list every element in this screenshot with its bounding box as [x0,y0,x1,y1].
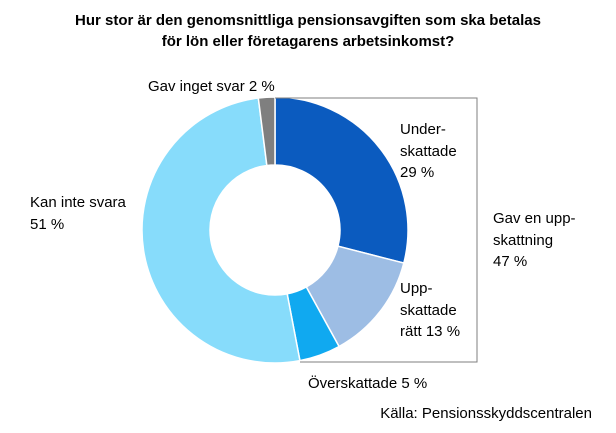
label-underskattade-line-2: skattade [400,143,457,160]
label-overskattade: Överskattade 5 % [308,374,427,392]
label-underskattade-line-1: Under- [400,121,446,138]
label-uppskattade-ratt-line-2: skattade [400,302,457,319]
chart-title: Hur stor är den genomsnittliga pensionsa… [0,10,616,52]
label-kan-inte-svara-line-2: 51 % [30,216,64,233]
label-uppskattade-ratt-line-3: rätt 13 % [400,323,460,340]
label-uppskattade-ratt-line-1: Upp- [400,280,433,297]
donut-slice-3 [141,97,301,364]
chart-title-line-2: för lön eller företagarens arbetsinkomst… [161,33,455,50]
donut-slice-0 [274,96,409,264]
label-overskattade-line-1: Överskattade 5 % [308,374,427,392]
donut-slices [141,96,409,364]
label-gav-en-uppskattning: Gav en upp- skattning 47 % [493,210,580,270]
chart-title-line-1: Hur stor är den genomsnittliga pensionsa… [75,12,541,29]
label-gav-en-uppskattning-line-2: skattning [493,232,553,249]
label-kan-inte-svara-line-1: Kan inte svara [30,194,127,211]
label-uppskattade-ratt: Upp- skattade rätt 13 % [400,280,461,340]
label-underskattade-line-3: 29 % [400,164,434,181]
label-kan-inte-svara: Kan inte svara 51 % [30,194,130,233]
label-gav-en-uppskattning-line-3: 47 % [493,253,527,270]
donut-slice-4 [257,96,276,167]
label-gav-inget-svar-line-1: Gav inget svar 2 % [148,78,275,95]
group-bracket [275,97,478,363]
label-gav-inget-svar: Gav inget svar 2 % [148,78,275,95]
label-gav-en-uppskattning-line-1: Gav en upp- [493,210,576,227]
label-underskattade: Under- skattade 29 % [400,121,461,181]
source-note: Källa: Pensionsskyddscentralen [380,405,592,422]
